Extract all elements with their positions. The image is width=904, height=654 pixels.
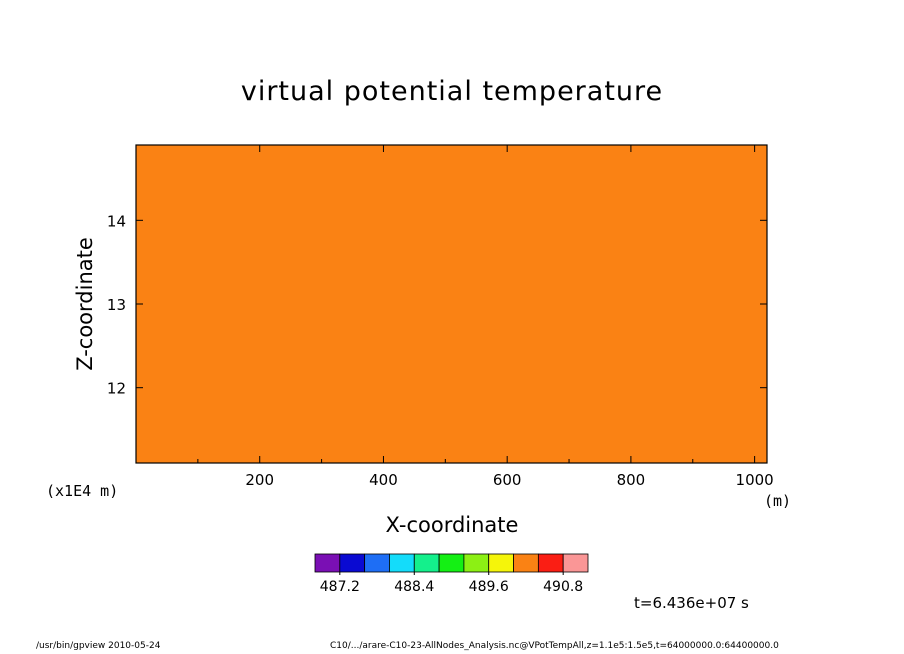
y-axis: 12 13 14 xyxy=(107,212,767,398)
colorbar-swatch xyxy=(339,553,366,573)
colorbar-swatch xyxy=(537,553,564,573)
colorbar-swatch xyxy=(513,553,539,573)
colorbar-swatch xyxy=(364,553,390,573)
x-tick-label: 200 xyxy=(245,471,274,489)
x-unit-label: (m) xyxy=(764,492,792,510)
colorbar-swatch xyxy=(562,553,589,573)
colorbar-label: 489.6 xyxy=(469,579,509,595)
x-axis-label: X-coordinate xyxy=(385,513,519,537)
y-tick-label: 13 xyxy=(107,296,126,314)
colorbar-swatch xyxy=(389,553,415,573)
x-tick-label: 600 xyxy=(493,471,522,489)
y-tick-label: 12 xyxy=(107,380,126,398)
colorbar: 487.2 488.4 489.6 490.8 xyxy=(314,553,589,595)
time-label: t=6.436e+07 s xyxy=(634,594,749,612)
chart-title: virtual potential temperature xyxy=(240,76,664,107)
x-tick-label: 1000 xyxy=(736,471,774,489)
contour-band xyxy=(136,145,767,463)
y-axis-label: Z-coordinate xyxy=(72,237,97,371)
colorbar-label: 488.4 xyxy=(394,579,434,595)
colorbar-swatch xyxy=(488,553,514,573)
y-scale-note: (x1E4 m) xyxy=(46,482,119,500)
x-tick-label: 800 xyxy=(617,471,646,489)
footer-data-source: C10/.../arare-C10-23-AllNodes_Analysis.n… xyxy=(330,641,779,651)
colorbar-label: 490.8 xyxy=(543,579,583,595)
x-axis: 200 400 600 800 1000 xyxy=(197,145,774,489)
x-tick-label: 400 xyxy=(369,471,398,489)
colorbar-swatch xyxy=(438,553,465,573)
y-tick-label: 14 xyxy=(107,212,126,230)
contour-bands xyxy=(136,145,767,463)
colorbar-swatch xyxy=(314,553,341,573)
footer-program-date: /usr/bin/gpview 2010-05-24 xyxy=(36,641,161,651)
colorbar-swatch xyxy=(463,553,490,573)
colorbar-label: 487.2 xyxy=(320,579,360,595)
colorbar-swatch xyxy=(413,553,440,573)
